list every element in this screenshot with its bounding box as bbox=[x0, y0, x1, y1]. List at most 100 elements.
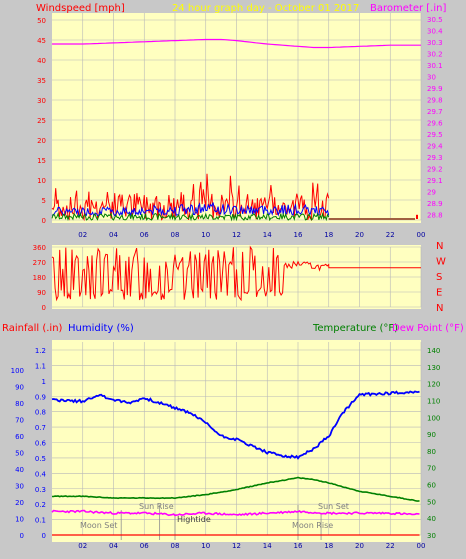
temp-tick-label: 90 bbox=[427, 431, 436, 439]
baro-tick-label: 30.1 bbox=[427, 62, 443, 70]
series-layer bbox=[51, 38, 421, 540]
direction-tick-label: 270 bbox=[33, 259, 46, 267]
direction-tick-label: 90 bbox=[37, 289, 46, 297]
baro-tick-label: 29.5 bbox=[427, 131, 443, 139]
temp-tick-label: 30 bbox=[427, 532, 436, 540]
dew-axis-label: Dew Point (°F) bbox=[392, 323, 464, 334]
baro-tick-label: 29.6 bbox=[427, 119, 443, 127]
temp-tick-label: 60 bbox=[427, 482, 436, 490]
temp-tick-label: 70 bbox=[427, 465, 436, 473]
rain-tick-label: 0.4 bbox=[35, 470, 47, 478]
humidity-tick-label: 60 bbox=[15, 433, 24, 441]
time-tick-label: 06 bbox=[140, 542, 149, 550]
dew-point-line bbox=[51, 509, 420, 517]
rain-tick-label: 1.2 bbox=[35, 347, 46, 355]
wind-tick-label: 0 bbox=[42, 217, 46, 225]
compass-label: W bbox=[436, 257, 446, 268]
temp-tick-label: 40 bbox=[427, 515, 436, 523]
humidity-tick-label: 70 bbox=[15, 417, 24, 425]
time-tick-label: 02 bbox=[78, 542, 87, 550]
humidity-line bbox=[51, 390, 420, 460]
humidity-tick-label: 10 bbox=[15, 516, 24, 524]
baro-axis-label: Barometer [.in] bbox=[370, 3, 446, 14]
temp-tick-label: 110 bbox=[427, 397, 440, 405]
temp-tick-label: 130 bbox=[427, 364, 440, 372]
time-tick-label: 20 bbox=[355, 231, 364, 239]
rain-axis-label: Rainfall (.in) bbox=[2, 323, 63, 334]
temp-tick-label: 80 bbox=[427, 448, 436, 456]
barometer-line bbox=[52, 38, 421, 49]
time-tick-label: 14 bbox=[263, 231, 272, 239]
time-tick-label: 02 bbox=[78, 231, 87, 239]
direction-tick-label: 180 bbox=[33, 274, 46, 282]
direction-tick-label: 360 bbox=[33, 244, 46, 252]
temp-tick-label: 140 bbox=[427, 347, 440, 355]
baro-tick-label: 29 bbox=[427, 188, 436, 196]
temperature-line bbox=[52, 476, 420, 502]
time-tick-label: 04 bbox=[109, 542, 118, 550]
baro-tick-label: 29.7 bbox=[427, 108, 443, 116]
time-tick-label: 16 bbox=[294, 231, 303, 239]
baro-tick-label: 30 bbox=[427, 73, 436, 81]
wind-tick-label: 35 bbox=[37, 77, 46, 85]
time-tick-label: 10 bbox=[201, 542, 210, 550]
direction-tick-label: 0 bbox=[42, 304, 46, 312]
baro-tick-label: 29.2 bbox=[427, 165, 443, 173]
rain-tick-label: 0.6 bbox=[35, 440, 47, 448]
wind-tick-label: 25 bbox=[37, 117, 46, 125]
rain-tick-label: 0.3 bbox=[35, 486, 46, 494]
compass-label: N bbox=[436, 241, 443, 252]
baro-tick-label: 30.2 bbox=[427, 50, 443, 58]
rain-tick-label: 0.8 bbox=[35, 409, 46, 417]
humidity-tick-label: 90 bbox=[15, 384, 24, 392]
time-tick-label: 08 bbox=[171, 542, 180, 550]
moonset-label: Moon Set bbox=[80, 521, 117, 530]
time-tick-label: 18 bbox=[324, 231, 333, 239]
time-tick-label: 00 bbox=[417, 542, 426, 550]
temp-tick-label: 100 bbox=[427, 414, 440, 422]
baro-tick-label: 28.8 bbox=[427, 211, 443, 219]
rain-tick-label: 0.5 bbox=[35, 455, 46, 463]
temp-tick-label: 50 bbox=[427, 498, 436, 506]
time-tick-label: 22 bbox=[386, 542, 395, 550]
time-tick-label: 06 bbox=[140, 231, 149, 239]
compass-label: E bbox=[436, 288, 442, 299]
time-tick-label: 10 bbox=[201, 231, 210, 239]
wind-low-line bbox=[51, 211, 330, 222]
grid-lines bbox=[52, 13, 422, 536]
humidity-tick-label: 20 bbox=[15, 499, 24, 507]
baro-tick-label: 30.4 bbox=[427, 27, 443, 35]
temp-axis-label: Temperature (°F) bbox=[312, 323, 398, 334]
time-tick-label: 14 bbox=[263, 542, 272, 550]
wind-axis-label: Windspeed [mph] bbox=[36, 3, 125, 14]
compass-label: S bbox=[436, 272, 442, 283]
time-tick-label: 00 bbox=[417, 231, 426, 239]
humidity-tick-label: 0 bbox=[20, 532, 24, 540]
time-tick-label: 16 bbox=[294, 542, 303, 550]
wind-tick-label: 30 bbox=[37, 97, 46, 105]
baro-tick-label: 29.1 bbox=[427, 177, 443, 185]
baro-tick-label: 29.8 bbox=[427, 96, 443, 104]
baro-tick-label: 29.9 bbox=[427, 85, 443, 93]
moonrise-label: Moon Rise bbox=[292, 521, 333, 530]
baro-tick-label: 28.9 bbox=[427, 200, 443, 208]
rain-tick-label: 0.9 bbox=[35, 393, 46, 401]
rain-tick-label: 0.7 bbox=[35, 424, 46, 432]
rain-tick-label: 1 bbox=[42, 378, 46, 386]
wind-tick-label: 40 bbox=[37, 57, 46, 65]
wind-average-line bbox=[51, 202, 330, 218]
time-tick-label: 22 bbox=[386, 231, 395, 239]
hightide-label: Hightide bbox=[177, 515, 211, 524]
time-tick-label: 04 bbox=[109, 231, 118, 239]
baro-tick-label: 30.3 bbox=[427, 39, 443, 47]
rain-tick-label: 0.1 bbox=[35, 517, 46, 525]
time-tick-label: 18 bbox=[324, 542, 333, 550]
sunrise-label: Sun Rise bbox=[139, 502, 174, 511]
baro-tick-label: 29.3 bbox=[427, 154, 443, 162]
wind-tick-label: 20 bbox=[37, 137, 46, 145]
tick-labels: 0510152025303540455028.828.92929.129.229… bbox=[11, 16, 446, 550]
humidity-tick-label: 40 bbox=[15, 466, 24, 474]
humidity-tick-label: 50 bbox=[15, 450, 24, 458]
